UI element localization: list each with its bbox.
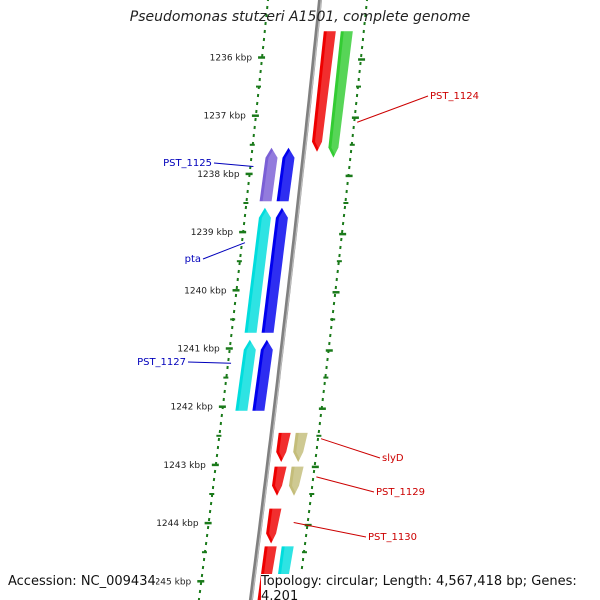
backbone-line bbox=[248, 0, 323, 600]
accession-text: Accession: NC_009434 bbox=[8, 574, 156, 589]
kbp-label: 1243 kbp bbox=[163, 461, 206, 471]
feature-highlight bbox=[262, 147, 281, 202]
feature-highlight bbox=[247, 207, 274, 333]
feature-arrow bbox=[272, 466, 287, 496]
kbp-label: 1245 kbp bbox=[149, 577, 192, 587]
feature-highlight bbox=[292, 466, 307, 496]
feature-pst_1130 bbox=[266, 508, 285, 544]
feature-pta bbox=[244, 207, 274, 333]
feature-arrow bbox=[259, 147, 278, 202]
scale-track-outer bbox=[296, 0, 369, 600]
kbp-label: 1237 kbp bbox=[203, 112, 246, 122]
feature-highlight bbox=[315, 31, 339, 152]
label-leader-line bbox=[187, 361, 232, 364]
gene-label-pst_1125: PST_1125 bbox=[163, 158, 212, 169]
feature-pst_1129 bbox=[289, 466, 307, 496]
feature-cds-0 bbox=[312, 31, 339, 152]
feature-cds-7 bbox=[252, 339, 276, 411]
feature-arrow bbox=[276, 147, 295, 202]
feature-arrow bbox=[312, 31, 336, 152]
feature-highlight bbox=[275, 466, 290, 496]
feature-highlight bbox=[255, 339, 276, 411]
gene-label-pta: pta bbox=[185, 254, 201, 265]
feature-arrow bbox=[261, 207, 288, 333]
backbone-highlight bbox=[251, 0, 322, 600]
gene-label-pst_1124: PST_1124 bbox=[430, 91, 479, 102]
kbp-label: 1242 kbp bbox=[170, 403, 213, 413]
feature-arrow bbox=[244, 207, 271, 333]
feature-arrow bbox=[276, 432, 291, 462]
kbp-label: 1244 kbp bbox=[156, 519, 199, 529]
gene-label-slyd: slyD bbox=[382, 453, 404, 464]
feature-pst_1127 bbox=[235, 339, 259, 411]
feature-highlight bbox=[238, 339, 259, 411]
kbp-label: 1240 kbp bbox=[184, 286, 227, 296]
label-leader-line bbox=[316, 476, 375, 493]
gene-label-pst_1127: PST_1127 bbox=[137, 357, 186, 368]
feature-arrow bbox=[289, 466, 304, 496]
gene-label-pst_1129: PST_1129 bbox=[376, 487, 425, 498]
feature-highlight bbox=[331, 31, 356, 158]
feature-highlight bbox=[264, 207, 291, 333]
feature-arrow bbox=[235, 339, 256, 411]
feature-cds-9 bbox=[276, 432, 294, 462]
feature-slyd bbox=[293, 432, 311, 462]
kbp-label: 1236 kbp bbox=[210, 54, 253, 64]
label-leader-line bbox=[320, 438, 381, 459]
feature-highlight bbox=[279, 147, 298, 202]
label-leader-line bbox=[293, 522, 367, 538]
feature-arrow bbox=[328, 31, 353, 158]
feature-highlight bbox=[269, 508, 285, 544]
gene-label-pst_1130: PST_1130 bbox=[368, 532, 417, 543]
feature-pst_1125 bbox=[259, 147, 281, 202]
feature-arrow bbox=[293, 432, 308, 462]
map-title: Pseudomonas stutzeri A1501, complete gen… bbox=[129, 9, 471, 25]
feature-arrow bbox=[252, 339, 273, 411]
label-leader-line bbox=[202, 242, 246, 260]
kbp-label: 1241 kbp bbox=[177, 345, 220, 355]
kbp-label: 1239 kbp bbox=[191, 228, 234, 238]
feature-cds-3 bbox=[276, 147, 298, 202]
kbp-label: 1238 kbp bbox=[197, 170, 240, 180]
feature-highlight bbox=[296, 432, 311, 462]
topology-text: Topology: circular; Length: 4,567,418 bp… bbox=[261, 574, 600, 600]
feature-highlight bbox=[279, 432, 294, 462]
label-leader-line bbox=[213, 162, 254, 167]
feature-cds-11 bbox=[272, 466, 290, 496]
label-leader-line bbox=[357, 95, 429, 123]
feature-pst_1124 bbox=[328, 31, 356, 158]
feature-cds-5 bbox=[261, 207, 291, 333]
feature-arrow bbox=[266, 508, 282, 544]
